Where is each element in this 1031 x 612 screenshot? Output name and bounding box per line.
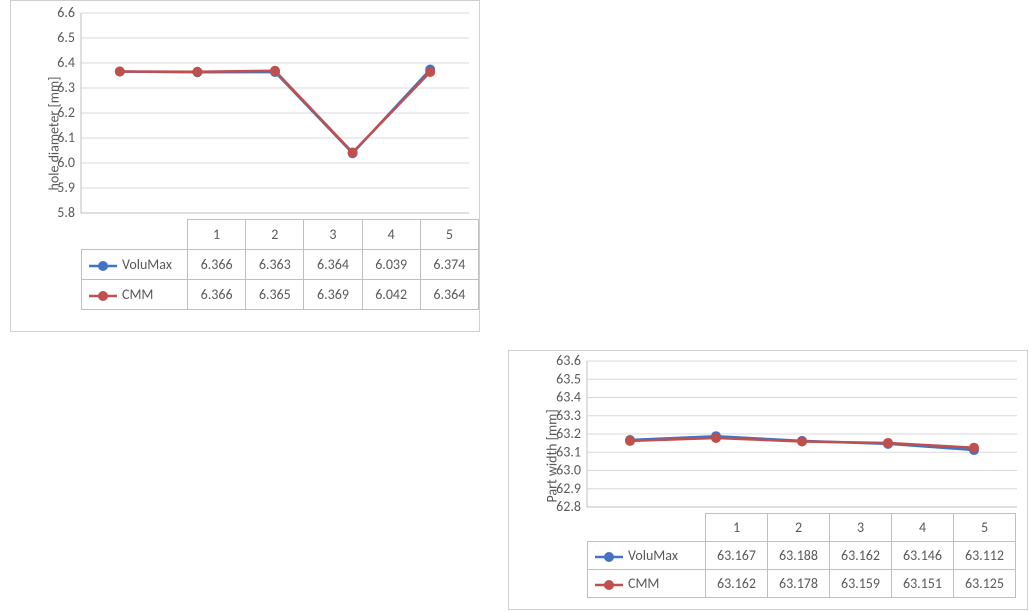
part-width-chart-table-row-cmm: CMM 63.16263.17863.15963.15163.125 [588, 570, 1016, 598]
hole-diameter-chart-table-cell: 6.369 [304, 280, 362, 310]
hole-diameter-chart-legend-label: VoluMax [122, 256, 172, 273]
part-width-chart-table-cell: 63.159 [830, 570, 892, 598]
part-width-chart-table-cell: 63.125 [954, 570, 1016, 598]
hole-diameter-chart-table-row-volumax: VoluMax 6.3666.3636.3646.0396.374 [82, 250, 479, 280]
hole-diameter-chart-table-cell: 6.374 [420, 250, 478, 280]
svg-text:63.2: 63.2 [556, 425, 581, 442]
svg-text:6.4: 6.4 [57, 54, 75, 71]
part-width-chart-legend-label: CMM [628, 575, 659, 592]
hole-diameter-chart-series-marker-cmm [348, 148, 358, 158]
hole-diameter-chart-series-line-cmm [120, 71, 430, 153]
hole-diameter-chart-table-cell: 6.366 [188, 280, 246, 310]
svg-text:5.8: 5.8 [57, 204, 75, 221]
hole-diameter-chart-legend-cell-cmm: CMM [82, 280, 188, 310]
hole-diameter-chart-table-cell: 6.039 [362, 250, 420, 280]
hole-diameter-chart-table-cell: 6.042 [362, 280, 420, 310]
svg-text:63.0: 63.0 [556, 462, 581, 479]
hole-diameter-chart-table-cell: 6.364 [420, 280, 478, 310]
part-width-chart-legend-cell-volumax: VoluMax [588, 542, 706, 570]
part-width-chart-table-category-header: 1 [706, 514, 768, 542]
part-width-chart-table-cell: 63.162 [706, 570, 768, 598]
part-width-chart-table-category-header: 2 [768, 514, 830, 542]
part-width-chart-series-marker-cmm [969, 443, 979, 453]
part-width-chart-legend-swatch-icon [594, 550, 624, 564]
part-width-chart-table-cell: 63.188 [768, 542, 830, 570]
part-width-chart-table-cell: 63.167 [706, 542, 768, 570]
part-width-chart-table-category-header: 3 [830, 514, 892, 542]
svg-text:6.6: 6.6 [57, 4, 75, 21]
hole-diameter-chart-table-category-header: 5 [420, 220, 478, 250]
hole-diameter-chart-data-table: 12345VoluMax6.3666.3636.3646.0396.374CMM… [81, 219, 479, 310]
part-width-chart-table-category-header: 5 [954, 514, 1016, 542]
part-width-chart-table-cell: 63.162 [830, 542, 892, 570]
svg-text:63.4: 63.4 [556, 389, 581, 406]
part-width-chart-series-marker-cmm [625, 436, 635, 446]
svg-text:63.5: 63.5 [556, 370, 581, 387]
svg-text:63.6: 63.6 [556, 352, 581, 369]
svg-text:63.3: 63.3 [556, 407, 581, 424]
hole-diameter-chart-table-category-header: 3 [304, 220, 362, 250]
part-width-chart-series-marker-cmm [883, 438, 893, 448]
part-width-chart-table-cell: 63.146 [892, 542, 954, 570]
svg-text:6.0: 6.0 [57, 154, 75, 171]
hole-diameter-chart-series-marker-cmm [192, 67, 202, 77]
hole-diameter-chart-series-marker-cmm [425, 67, 435, 77]
svg-text:5.9: 5.9 [57, 179, 75, 196]
hole-diameter-chart-legend-swatch-icon [88, 289, 118, 303]
svg-text:6.5: 6.5 [57, 29, 75, 46]
svg-text:6.1: 6.1 [57, 129, 75, 146]
hole-diameter-chart-table-blank-cell [82, 220, 188, 250]
hole-diameter-chart-series-marker-cmm [115, 67, 125, 77]
hole-diameter-chart-container: hole diameter [mm]5.85.96.06.16.26.36.46… [10, 0, 480, 332]
hole-diameter-chart-table-category-header: 2 [246, 220, 304, 250]
part-width-chart-plot: 62.862.963.0 63.163.263.363.4 63.563.6 [509, 351, 1027, 517]
hole-diameter-chart-series-marker-cmm [270, 66, 280, 76]
part-width-chart-container: Part width [mm]62.862.963.063.163.263.36… [508, 350, 1028, 610]
hole-diameter-chart-plot: 5.8 5.9 6.0 6.1 6.2 6.3 6.4 6.5 6.6 [11, 1, 479, 223]
svg-text:62.9: 62.9 [556, 480, 581, 497]
part-width-chart-series-marker-cmm [711, 433, 721, 443]
hole-diameter-chart-table-row-cmm: CMM 6.3666.3656.3696.0426.364 [82, 280, 479, 310]
svg-text:6.3: 6.3 [57, 79, 75, 96]
svg-text:6.2: 6.2 [57, 104, 75, 121]
hole-diameter-chart-table-cell: 6.363 [246, 250, 304, 280]
part-width-chart-legend-swatch-icon [594, 578, 624, 592]
hole-diameter-chart-table-cell: 6.364 [304, 250, 362, 280]
svg-text:63.1: 63.1 [556, 443, 581, 460]
hole-diameter-chart-legend-label: CMM [122, 286, 153, 303]
part-width-chart-data-table: 12345VoluMax63.16763.18863.16263.14663.1… [587, 513, 1016, 598]
hole-diameter-chart-legend-swatch-icon [88, 259, 118, 273]
part-width-chart-table-blank-cell [588, 514, 706, 542]
part-width-chart-table-cell: 63.178 [768, 570, 830, 598]
hole-diameter-chart-table-category-header: 4 [362, 220, 420, 250]
part-width-chart-table-cell: 63.151 [892, 570, 954, 598]
hole-diameter-chart-table-cell: 6.366 [188, 250, 246, 280]
part-width-chart-table-category-header: 4 [892, 514, 954, 542]
part-width-chart-table-row-volumax: VoluMax 63.16763.18863.16263.14663.112 [588, 542, 1016, 570]
svg-text:62.8: 62.8 [556, 498, 581, 515]
hole-diameter-chart-table-category-header: 1 [188, 220, 246, 250]
part-width-chart-table-cell: 63.112 [954, 542, 1016, 570]
hole-diameter-chart-series-line-volumax [120, 70, 430, 154]
part-width-chart-series-marker-cmm [797, 436, 807, 446]
part-width-chart-legend-cell-cmm: CMM [588, 570, 706, 598]
hole-diameter-chart-legend-cell-volumax: VoluMax [82, 250, 188, 280]
part-width-chart-legend-label: VoluMax [628, 547, 678, 564]
hole-diameter-chart-table-cell: 6.365 [246, 280, 304, 310]
